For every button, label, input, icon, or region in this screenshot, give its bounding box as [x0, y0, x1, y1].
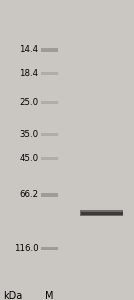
Bar: [41, 101, 58, 104]
Bar: [41, 72, 58, 75]
Bar: [41, 48, 58, 52]
Bar: [41, 247, 58, 250]
Bar: [81, 212, 123, 215]
Bar: [41, 193, 58, 197]
Text: 35.0: 35.0: [19, 130, 38, 139]
Bar: [80, 210, 123, 216]
Text: kDa: kDa: [3, 291, 22, 300]
Text: M: M: [45, 291, 54, 300]
Text: 25.0: 25.0: [19, 98, 38, 107]
Bar: [41, 133, 58, 136]
Text: 116.0: 116.0: [14, 244, 38, 253]
Text: 66.2: 66.2: [19, 190, 38, 200]
Bar: [41, 157, 58, 160]
Text: 45.0: 45.0: [19, 154, 38, 163]
Text: 18.4: 18.4: [19, 69, 38, 78]
Text: 14.4: 14.4: [19, 45, 38, 54]
